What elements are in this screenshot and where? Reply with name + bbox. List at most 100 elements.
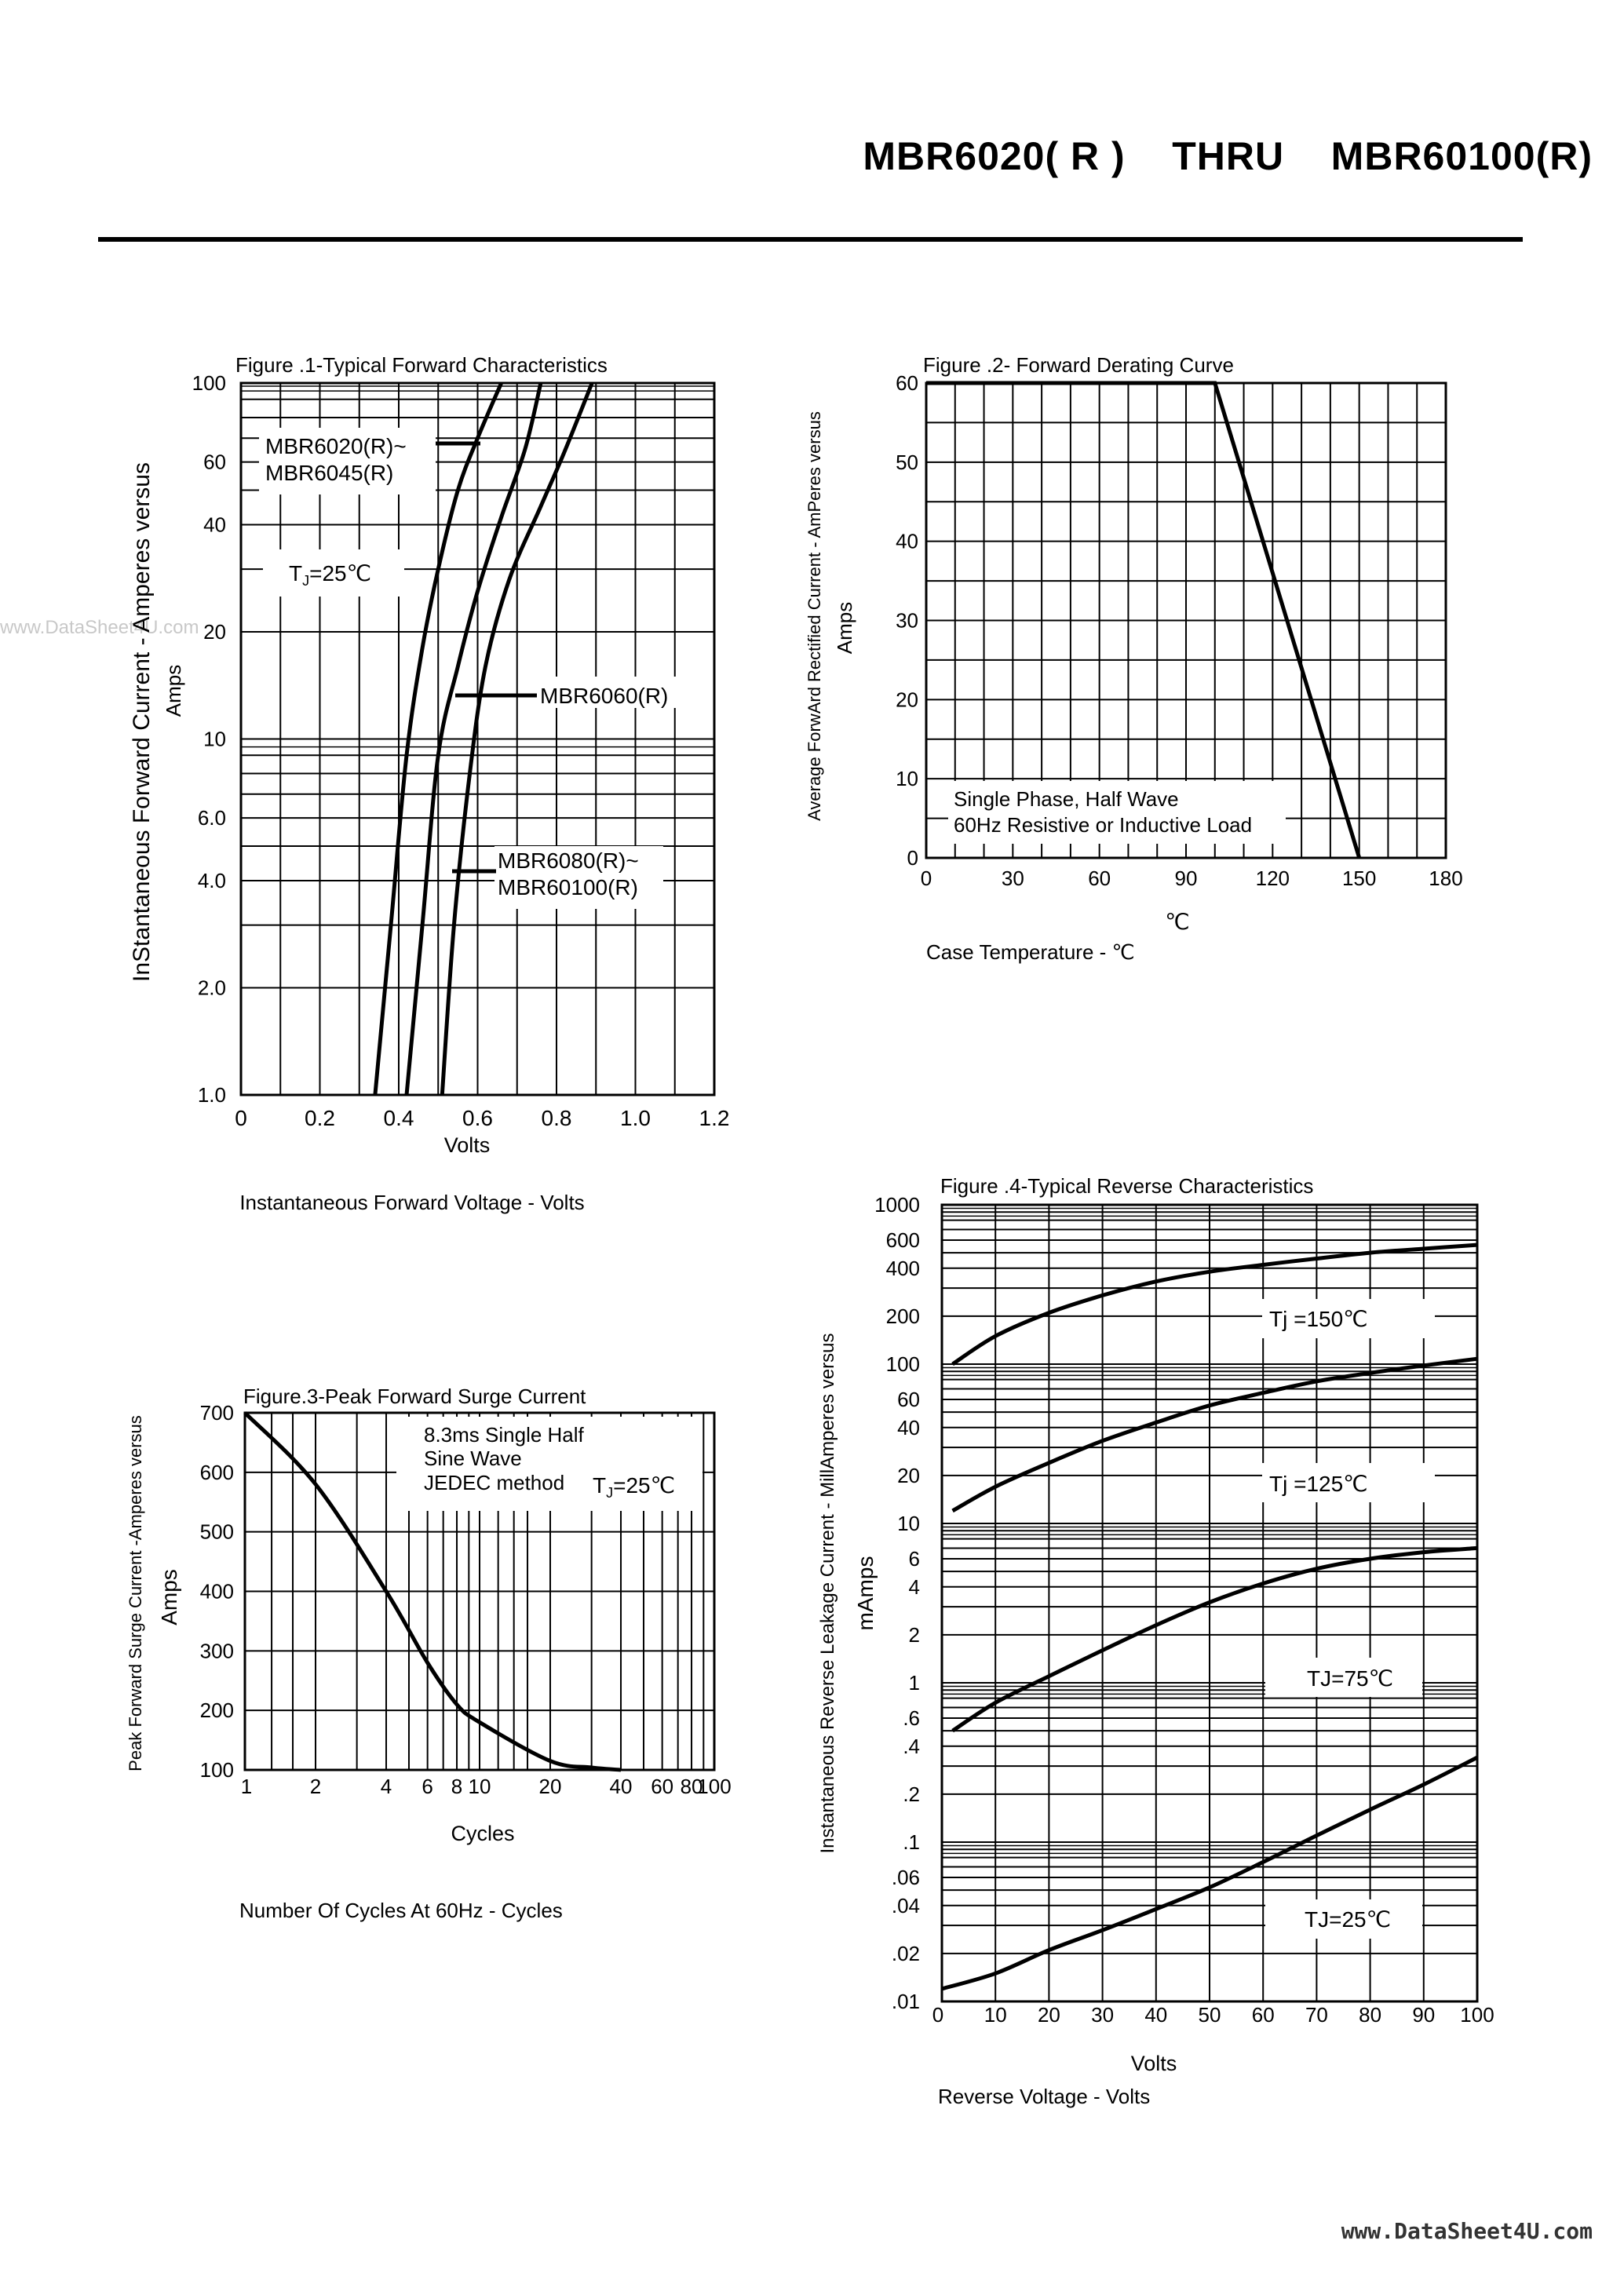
fig1-ylabel2: Amps	[162, 665, 185, 717]
fig3-xtick-label: 8	[451, 1775, 462, 1798]
fig3-annotation: TJ=25℃	[593, 1473, 675, 1501]
fig4-ytick-label: 60	[897, 1388, 920, 1411]
fig1-xtick-label: 0.2	[305, 1106, 335, 1130]
fig3-ytick-label: 300	[200, 1639, 234, 1662]
fig2-xtick-label: 60	[1088, 867, 1111, 890]
fig1-ytick-label: 4.0	[198, 869, 226, 892]
fig4-ytick-label: 600	[886, 1228, 920, 1252]
fig2-annotation: 60Hz Resistive or Inductive Load	[954, 813, 1252, 837]
fig1-xtick-label: 0.4	[384, 1106, 414, 1130]
fig4-xtick-label: 40	[1144, 2003, 1167, 2027]
fig4-series-label: TJ=75℃	[1307, 1666, 1393, 1691]
fig2-xtick-label: 90	[1175, 867, 1198, 890]
fig3-ylabel: Peak Forward Surge Current -Amperes vers…	[126, 1415, 145, 1771]
fig4-ytick-label: 400	[886, 1257, 920, 1280]
fig2-ytick-label: 50	[896, 451, 918, 474]
fig1-ytick-label: 60	[203, 451, 226, 474]
fig4-ytick-label: 1	[909, 1671, 920, 1695]
fig1-xcaption: Instantaneous Forward Voltage - Volts	[239, 1191, 584, 1214]
fig4-xtick-label: 80	[1359, 2003, 1381, 2027]
fig1-annotation-mask	[263, 549, 404, 597]
watermark-left: www.DataSheet4U.com	[0, 617, 199, 638]
fig3-xtick-label: 4	[381, 1775, 392, 1798]
fig4-xtick-label: 50	[1199, 2003, 1221, 2027]
fig4-ytick-label: 10	[897, 1512, 920, 1535]
fig3-xcaption: Number Of Cycles At 60Hz - Cycles	[239, 1899, 563, 1922]
fig1-series-label: MBR60100(R)	[498, 875, 638, 899]
fig2-xlabel: ℃	[1165, 910, 1189, 934]
fig1-xtick-label: 1.2	[699, 1106, 730, 1130]
fig1-xtick-label: 1.0	[620, 1106, 651, 1130]
fig1-ytick-label: 20	[203, 620, 226, 644]
fig1-annotation: TJ=25℃	[289, 561, 371, 589]
fig3-xtick-label: 60	[651, 1775, 673, 1798]
fig2-xtick-label: 120	[1256, 867, 1290, 890]
fig3-xtick-label: 40	[610, 1775, 633, 1798]
fig3-title: Figure.3-Peak Forward Surge Current	[243, 1385, 586, 1408]
fig2-annotation: Single Phase, Half Wave	[954, 787, 1179, 811]
fig4-xtick-label: 60	[1252, 2003, 1275, 2027]
fig4-xtick-label: 70	[1305, 2003, 1328, 2027]
fig2-xtick-label: 30	[1002, 867, 1024, 890]
fig4-series-label: Tj =150℃	[1269, 1307, 1368, 1331]
fig4-label-mask	[1262, 1463, 1435, 1502]
fig4-label-mask	[1262, 1299, 1435, 1338]
fig3-xtick-label: 20	[539, 1775, 562, 1798]
fig2-annotation-mask	[948, 781, 1286, 844]
fig3-annotation: Sine Wave	[424, 1447, 522, 1470]
fig4-series-label: TJ=25℃	[1305, 1907, 1391, 1932]
fig2-xtick-label: 150	[1342, 867, 1376, 890]
fig1-series-label: MBR6060(R)	[540, 684, 668, 708]
fig1-label-mask-2	[534, 677, 691, 708]
figure-4: Tj =150℃ Tj =125℃ TJ=75℃ TJ=25℃ .01 .02 .04 .06…	[817, 1174, 1494, 2108]
fig1-label-mask-3	[494, 846, 663, 909]
fig4-ytick-label: 1000	[874, 1193, 920, 1217]
fig1-ytick-label: 6.0	[198, 806, 226, 830]
fig3-annotation: JEDEC method	[424, 1471, 564, 1494]
fig4-xlabel: Volts	[1131, 2052, 1177, 2075]
fig3-ytick-label: 600	[200, 1461, 234, 1484]
fig3-ytick-label: 200	[200, 1698, 234, 1722]
fig3-ytick-label: 400	[200, 1580, 234, 1604]
fig4-title: Figure .4-Typical Reverse Characteristic…	[940, 1174, 1313, 1198]
fig4-series-line-4	[941, 1755, 1479, 1991]
fig4-series-line-3	[951, 1545, 1478, 1733]
fig1-series-line-2	[404, 382, 543, 1096]
fig4-ylabel: Instantaneous Reverse Leakage Current - …	[817, 1334, 838, 1854]
fig4-ytick-label: 6	[909, 1547, 920, 1571]
fig1-xtick-label: 0.8	[542, 1106, 572, 1130]
figure-1: MBR6020(R)~ MBR6045(R) MBR6060(R) MBR6080(R…	[129, 353, 729, 1214]
fig4-label-mask	[1265, 1899, 1422, 1939]
fig3-ytick-label: 700	[200, 1401, 234, 1425]
fig1-title: Figure .1-Typical Forward Characteristic…	[235, 353, 608, 377]
fig2-ytick-label: 30	[896, 609, 918, 633]
fig2-ytick-label: 20	[896, 688, 918, 711]
fig2-ytick-label: 0	[907, 846, 918, 870]
fig4-label-mask	[1265, 1658, 1422, 1697]
fig4-ytick-label: 100	[886, 1352, 920, 1376]
fig1-frame	[239, 381, 716, 1096]
fig1-label-mask-1	[259, 428, 436, 494]
fig4-ytick-label: 4	[909, 1575, 920, 1599]
fig3-xtick-label: 2	[310, 1775, 321, 1798]
fig4-ytick-label: .2	[903, 1782, 920, 1806]
fig4-xtick-label: 10	[984, 2003, 1007, 2027]
header-rule	[98, 237, 1523, 242]
fig3-xtick-label: 10	[469, 1775, 491, 1798]
fig4-ytick-label: 200	[886, 1304, 920, 1328]
fig4-xcaption: Reverse Voltage - Volts	[938, 2085, 1150, 2108]
fig4-ytick-label: 20	[897, 1464, 920, 1487]
fig1-xtick-label: 0	[235, 1106, 247, 1130]
fig4-xtick-label: 100	[1460, 2003, 1494, 2027]
fig2-ytick-label: 10	[896, 767, 918, 790]
fig1-series-label: MBR6020(R)~	[265, 434, 407, 458]
fig1-series-line-1	[373, 382, 503, 1096]
fig4-ytick-label: .4	[903, 1735, 920, 1758]
fig2-ytick-label: 60	[896, 371, 918, 395]
fig4-ytick-label: .04	[892, 1894, 920, 1917]
fig1-ytick-label: 2.0	[198, 976, 226, 999]
fig4-xtick-label: 20	[1038, 2003, 1060, 2027]
